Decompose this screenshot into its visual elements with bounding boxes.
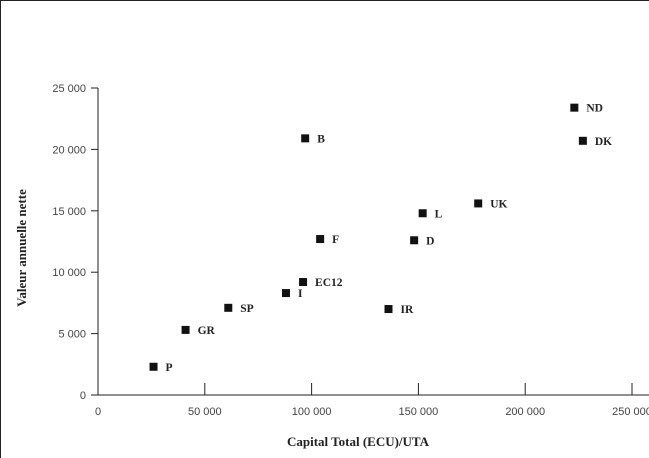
data-point-marker bbox=[301, 134, 310, 143]
x-tick-label: 50 000 bbox=[188, 406, 222, 418]
data-point-marker bbox=[410, 236, 419, 245]
x-tick-label: 0 bbox=[95, 406, 101, 418]
data-point-label: I bbox=[298, 288, 303, 300]
data-point-marker bbox=[578, 136, 587, 145]
data-point-marker bbox=[316, 235, 325, 244]
data-point-marker bbox=[474, 199, 483, 208]
data-point-marker bbox=[418, 209, 427, 218]
x-tick-label: 200 000 bbox=[505, 406, 545, 418]
axes bbox=[97, 88, 649, 396]
data-point-label: F bbox=[332, 234, 339, 246]
data-point-marker bbox=[281, 289, 290, 298]
data-point-label: EC12 bbox=[315, 277, 343, 289]
data-point-marker bbox=[224, 303, 233, 312]
data-point-label: DK bbox=[595, 136, 612, 148]
data-point-label: IR bbox=[400, 304, 413, 316]
x-tick-label: 250 000 bbox=[612, 406, 649, 418]
data-point-marker bbox=[299, 278, 308, 287]
y-tick-label: 0 bbox=[80, 390, 86, 402]
x-axis-title: Capital Total (ECU)/UTA bbox=[287, 434, 430, 449]
data-point-marker bbox=[149, 362, 158, 371]
data-point-label: GR bbox=[198, 325, 216, 337]
data-point-marker bbox=[181, 325, 190, 334]
y-tick-label: 10 000 bbox=[52, 267, 86, 279]
data-point-marker bbox=[384, 305, 393, 314]
y-tick-label: 5 000 bbox=[58, 329, 86, 341]
data-point-label: ND bbox=[586, 103, 603, 115]
data-points: P GR SP I EC12 F B IR D L UK ND DK bbox=[149, 103, 612, 374]
data-point-label: L bbox=[435, 208, 443, 220]
y-axis-title: Valeur annuelle nette bbox=[14, 189, 29, 307]
y-tick-label: 20 000 bbox=[52, 144, 86, 156]
y-tick-label: 25 000 bbox=[52, 83, 86, 95]
data-point-label: B bbox=[317, 133, 325, 145]
y-ticks: 0 5 000 10 000 15 000 20 000 25 000 bbox=[52, 83, 98, 402]
x-ticks: 0 50 000 100 000 150 000 200 000 250 000 bbox=[95, 383, 649, 418]
data-point-marker bbox=[570, 103, 579, 112]
data-point-label: P bbox=[166, 362, 173, 374]
y-tick-label: 15 000 bbox=[52, 206, 86, 218]
data-point-label: UK bbox=[490, 198, 507, 210]
x-tick-label: 150 000 bbox=[399, 406, 439, 418]
x-tick-label: 100 000 bbox=[292, 406, 332, 418]
data-point-label: D bbox=[426, 235, 434, 247]
data-point-label: SP bbox=[240, 303, 253, 315]
